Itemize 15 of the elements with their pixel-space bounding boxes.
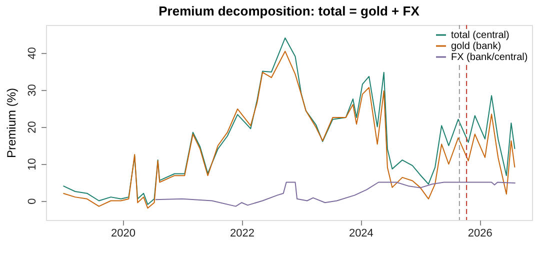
y-axis-title: Premium (%) (4, 88, 18, 158)
y-tick-label: 20 (26, 121, 38, 134)
y-tick-label: 40 (26, 47, 38, 60)
y-tick-label: 10 (26, 158, 38, 170)
chart-title: Premium decomposition: total = gold + FX (158, 4, 420, 18)
x-tick-label: 2024 (348, 228, 374, 240)
x-tick-label: 2022 (230, 228, 254, 240)
legend-label: total (central) (451, 30, 510, 41)
y-tick-label: 30 (26, 84, 38, 96)
x-tick-label: 2020 (110, 228, 136, 240)
legend-label: FX (bank/central) (451, 52, 528, 63)
x-tick-label: 2026 (468, 228, 492, 240)
y-tick-label: 0 (26, 198, 38, 204)
legend-label: gold (bank) (451, 41, 502, 52)
line-series (154, 182, 516, 207)
